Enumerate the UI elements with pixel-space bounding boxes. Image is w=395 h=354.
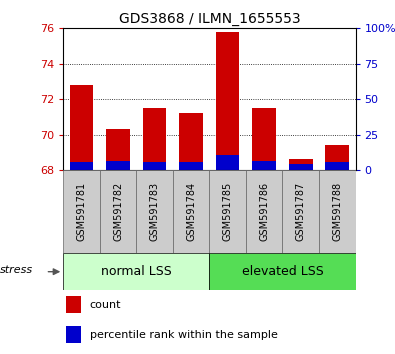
- Bar: [282, 170, 319, 253]
- Bar: [100, 170, 136, 253]
- Text: GSM591788: GSM591788: [332, 182, 342, 241]
- Bar: [179, 113, 203, 170]
- Text: GSM591781: GSM591781: [77, 182, 87, 241]
- Bar: [106, 161, 130, 170]
- Text: elevated LSS: elevated LSS: [242, 265, 323, 278]
- Bar: [252, 108, 276, 170]
- Bar: [143, 108, 166, 170]
- Text: GSM591782: GSM591782: [113, 182, 123, 241]
- Bar: [216, 32, 239, 170]
- Text: GSM591786: GSM591786: [259, 182, 269, 241]
- Bar: [289, 159, 312, 170]
- Bar: [63, 170, 100, 253]
- Bar: [66, 296, 81, 313]
- Bar: [252, 161, 276, 170]
- Bar: [209, 170, 246, 253]
- Bar: [209, 253, 356, 290]
- Bar: [70, 85, 93, 170]
- Bar: [66, 326, 81, 343]
- Text: percentile rank within the sample: percentile rank within the sample: [90, 330, 277, 340]
- Text: stress: stress: [0, 265, 33, 275]
- Bar: [63, 253, 209, 290]
- Text: GSM591784: GSM591784: [186, 182, 196, 241]
- Bar: [246, 170, 282, 253]
- Text: GSM591785: GSM591785: [223, 182, 233, 241]
- Bar: [70, 162, 93, 170]
- Bar: [216, 155, 239, 170]
- Bar: [289, 164, 312, 170]
- Text: count: count: [90, 300, 121, 310]
- Bar: [136, 170, 173, 253]
- Text: GSM591787: GSM591787: [296, 182, 306, 241]
- Bar: [325, 162, 349, 170]
- Bar: [319, 170, 356, 253]
- Text: normal LSS: normal LSS: [101, 265, 172, 278]
- Bar: [179, 162, 203, 170]
- Bar: [173, 170, 209, 253]
- Text: GSM591783: GSM591783: [150, 182, 160, 241]
- Title: GDS3868 / ILMN_1655553: GDS3868 / ILMN_1655553: [118, 12, 300, 26]
- Bar: [106, 129, 130, 170]
- Bar: [325, 145, 349, 170]
- Bar: [143, 162, 166, 170]
